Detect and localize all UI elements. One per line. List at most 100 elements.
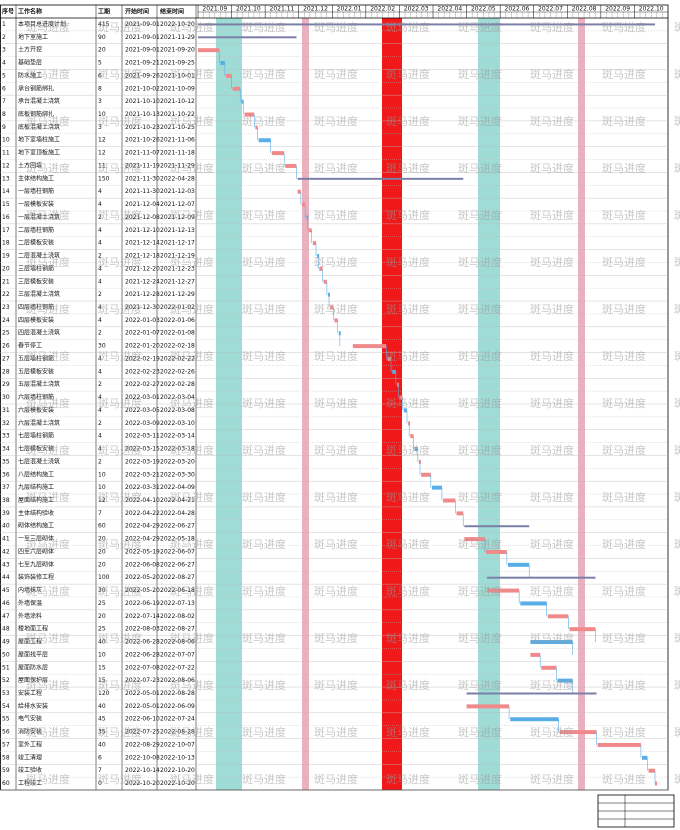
summary-bar bbox=[297, 177, 464, 180]
cell-text: 4 bbox=[98, 317, 102, 324]
cell-text: 25 bbox=[2, 330, 10, 337]
watermark: 斑马进度 bbox=[458, 302, 502, 316]
month-label: 2021.11 bbox=[270, 6, 295, 13]
watermark: 斑马进度 bbox=[242, 161, 286, 175]
cell-text: 39 bbox=[2, 510, 10, 517]
watermark: 斑马进度 bbox=[602, 114, 646, 128]
cell-text: 2021-12-28 bbox=[125, 291, 160, 298]
cell-text: 2021-12-07 bbox=[160, 201, 195, 208]
cell-text: 2022-03-04 bbox=[160, 394, 195, 401]
watermark: 斑马进度 bbox=[674, 349, 680, 363]
cell-text: 30 bbox=[2, 394, 10, 401]
cell-text: 30 bbox=[98, 587, 106, 594]
cell-text: 五层混凝土浇筑 bbox=[18, 380, 60, 388]
cell-text: 20 bbox=[2, 265, 10, 272]
task-bar bbox=[410, 434, 414, 439]
cell-text: 2022-10-20 bbox=[160, 767, 195, 774]
watermark: 斑马进度 bbox=[602, 67, 646, 81]
watermark: 斑马进度 bbox=[458, 443, 502, 457]
cell-text: 41 bbox=[2, 536, 10, 543]
column-header: 开始时间 bbox=[125, 8, 149, 16]
cell-text: 2022-01-03 bbox=[125, 317, 160, 324]
watermark: 斑马进度 bbox=[530, 584, 574, 598]
cell-text: 35 bbox=[2, 458, 10, 465]
watermark: 斑马进度 bbox=[170, 772, 214, 786]
cell-text: 2 bbox=[2, 34, 6, 41]
task-bar bbox=[244, 112, 255, 117]
cell-text: 2022-08-06 bbox=[160, 677, 195, 684]
watermark: 斑马进度 bbox=[530, 490, 574, 504]
bars bbox=[198, 23, 658, 786]
cell-text: 四层混凝土浇筑 bbox=[18, 329, 60, 337]
cell-text: 底板混凝土浇筑 bbox=[18, 123, 60, 131]
watermark: 斑马进度 bbox=[242, 255, 286, 269]
cell-text: 10 bbox=[98, 471, 106, 478]
watermark: 斑马进度 bbox=[314, 161, 358, 175]
watermark: 斑马进度 bbox=[530, 349, 574, 363]
watermark: 斑马进度 bbox=[242, 114, 286, 128]
cell-text: 2022-03-14 bbox=[160, 433, 195, 440]
cell-text: 48 bbox=[2, 626, 10, 633]
cell-text: 防水施工 bbox=[18, 71, 42, 79]
cell-text: 2022-04-09 bbox=[160, 484, 195, 491]
task-bar bbox=[431, 485, 442, 490]
watermark: 斑马进度 bbox=[458, 772, 502, 786]
task-bar bbox=[225, 73, 232, 78]
watermark: 斑马进度 bbox=[602, 443, 646, 457]
cell-text: 2022-02-28 bbox=[160, 381, 195, 388]
cell-text: 2022-06-09 bbox=[160, 703, 195, 710]
cell-text: 40 bbox=[98, 639, 106, 646]
watermark: 斑马进度 bbox=[674, 725, 680, 739]
task-bar bbox=[352, 344, 387, 349]
cell-text: 10 bbox=[98, 651, 106, 658]
cell-text: 415 bbox=[98, 21, 110, 28]
task-bar bbox=[655, 781, 658, 786]
watermark: 斑马进度 bbox=[530, 537, 574, 551]
cell-text: 12 bbox=[98, 497, 106, 504]
cell-text: 承台钢筋绑扎 bbox=[18, 84, 54, 92]
cell-text: 9 bbox=[2, 124, 6, 131]
cell-text: 35 bbox=[98, 729, 106, 736]
cell-text: 10 bbox=[98, 111, 106, 118]
cell-text: 150 bbox=[98, 175, 110, 182]
watermark: 斑马进度 bbox=[98, 67, 142, 81]
watermark: 斑马进度 bbox=[674, 396, 680, 410]
watermark: 斑马进度 bbox=[314, 255, 358, 269]
watermark: 斑马进度 bbox=[386, 114, 430, 128]
watermark: 斑马进度 bbox=[26, 584, 70, 598]
cell-text: 2022-10-20 bbox=[160, 780, 195, 787]
cell-text: 25 bbox=[98, 626, 106, 633]
cell-text: 一至三层砌体 bbox=[18, 535, 54, 543]
watermark: 斑马进度 bbox=[314, 725, 358, 739]
month-label: 2021.12 bbox=[303, 6, 328, 13]
cell-text: 2021-09-01 bbox=[125, 34, 160, 41]
watermark: 斑马进度 bbox=[98, 255, 142, 269]
cell-text: 外墙保温 bbox=[18, 599, 42, 607]
cell-text: 2022-05-01 bbox=[125, 690, 160, 697]
cell-text: 2022-10-20 bbox=[160, 21, 195, 28]
task-bar bbox=[597, 742, 641, 747]
watermark: 斑马进度 bbox=[242, 631, 286, 645]
watermark: 斑马进度 bbox=[98, 584, 142, 598]
watermark: 斑马进度 bbox=[386, 20, 430, 34]
watermark: 斑马进度 bbox=[314, 443, 358, 457]
cell-text: 7 bbox=[2, 98, 6, 105]
task-bar bbox=[510, 717, 559, 722]
watermark: 斑马进度 bbox=[602, 208, 646, 222]
watermark: 斑马进度 bbox=[674, 208, 680, 222]
watermark: 斑马进度 bbox=[314, 537, 358, 551]
cell-text: 本项目总进度计划 bbox=[18, 20, 66, 28]
cell-text: 2 bbox=[98, 291, 102, 298]
cell-text: 11 bbox=[2, 150, 10, 157]
watermark: 斑马进度 bbox=[26, 349, 70, 363]
task-bar bbox=[334, 318, 338, 323]
cell-text: 一层混凝土浇筑 bbox=[18, 213, 60, 221]
watermark: 斑马进度 bbox=[674, 584, 680, 598]
watermark: 斑马进度 bbox=[458, 678, 502, 692]
column-header: 结束时间 bbox=[160, 8, 184, 16]
cell-text: 2021-11-06 bbox=[160, 137, 195, 144]
cell-text: 2021-12-27 bbox=[160, 278, 195, 285]
watermark: 斑马进度 bbox=[242, 584, 286, 598]
cell-text: 40 bbox=[98, 703, 106, 710]
watermark: 斑马进度 bbox=[26, 772, 70, 786]
